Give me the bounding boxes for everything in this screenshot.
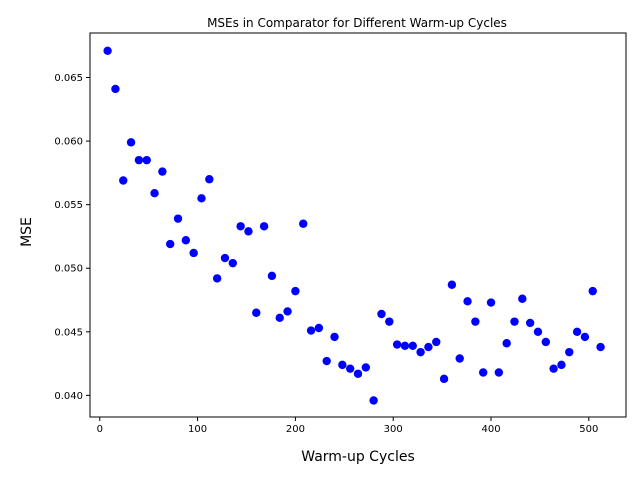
data-point <box>173 214 183 223</box>
data-point <box>166 239 175 249</box>
data-point <box>314 323 324 333</box>
data-point <box>259 222 269 231</box>
data-point <box>212 274 222 283</box>
x-tick-label: 400 <box>481 424 500 435</box>
data-point <box>236 222 245 231</box>
data-point <box>424 342 433 352</box>
data-point <box>338 360 347 370</box>
y-tick-label: 0.040 <box>54 391 83 402</box>
data-point <box>322 356 331 366</box>
data-point <box>134 155 144 165</box>
data-point <box>494 368 504 377</box>
data-point <box>150 189 159 198</box>
y-tick-label: 0.050 <box>54 264 83 275</box>
data-point <box>549 364 558 373</box>
y-tick-label: 0.045 <box>54 327 83 338</box>
data-point <box>596 342 605 352</box>
x-axis-ticks: 0 100 200 300 400 500 <box>97 417 598 435</box>
data-point <box>533 327 543 337</box>
data-point <box>432 337 441 347</box>
data-point <box>158 167 167 176</box>
data-point <box>416 347 425 357</box>
data-point <box>486 298 496 307</box>
data-point <box>510 317 519 326</box>
data-point <box>189 248 198 258</box>
x-tick-label: 300 <box>384 424 403 435</box>
data-point <box>275 313 284 323</box>
data-point <box>502 339 511 348</box>
data-point <box>283 307 292 316</box>
data-point <box>447 280 457 289</box>
data-point <box>479 368 488 377</box>
x-tick-label: 200 <box>286 424 305 435</box>
y-axis-ticks: 0.040 0.045 0.050 0.055 0.060 0.065 <box>54 73 90 402</box>
x-tick-label: 100 <box>188 424 207 435</box>
data-point <box>565 347 574 357</box>
data-point <box>463 297 472 306</box>
data-point <box>572 327 582 337</box>
data-point <box>345 364 355 373</box>
data-point <box>126 138 136 147</box>
x-tick-label: 0 <box>97 424 103 435</box>
data-point <box>252 308 261 317</box>
plot-frame <box>89 32 627 418</box>
data-point <box>361 363 371 372</box>
x-axis-label: Warm-up Cycles <box>301 449 415 465</box>
data-point <box>111 84 120 94</box>
y-axis-label: MSE <box>19 217 35 247</box>
data-point <box>455 354 464 363</box>
y-tick-label: 0.055 <box>54 200 83 211</box>
data-point <box>518 294 527 303</box>
data-point <box>306 326 316 335</box>
data-point <box>385 317 394 326</box>
data-point <box>400 341 410 350</box>
data-point <box>267 271 277 281</box>
data-point <box>244 227 253 236</box>
data-point <box>392 340 402 349</box>
data-point <box>197 194 206 203</box>
data-point <box>228 258 237 268</box>
data-point <box>588 286 597 296</box>
data-point <box>439 374 449 384</box>
data-point <box>353 369 363 378</box>
data-point <box>525 318 535 328</box>
y-tick-label: 0.065 <box>54 73 83 84</box>
data-point <box>471 317 480 326</box>
data-point <box>220 253 230 263</box>
x-tick-label: 500 <box>579 424 598 435</box>
chart-title: MSEs in Comparator for Different Warm-up… <box>207 16 507 30</box>
data-point <box>541 337 550 347</box>
data-point <box>369 396 378 405</box>
data-points <box>103 46 605 405</box>
data-point <box>103 46 112 55</box>
data-point <box>181 236 191 245</box>
data-point <box>557 360 566 370</box>
data-point <box>205 175 214 184</box>
data-point <box>291 286 300 296</box>
y-tick-label: 0.060 <box>54 137 83 148</box>
data-point <box>408 341 417 350</box>
data-point <box>299 219 308 228</box>
data-point <box>142 155 151 165</box>
data-point <box>580 332 590 342</box>
data-point <box>330 332 339 342</box>
data-point <box>377 309 386 319</box>
data-point <box>119 176 128 185</box>
